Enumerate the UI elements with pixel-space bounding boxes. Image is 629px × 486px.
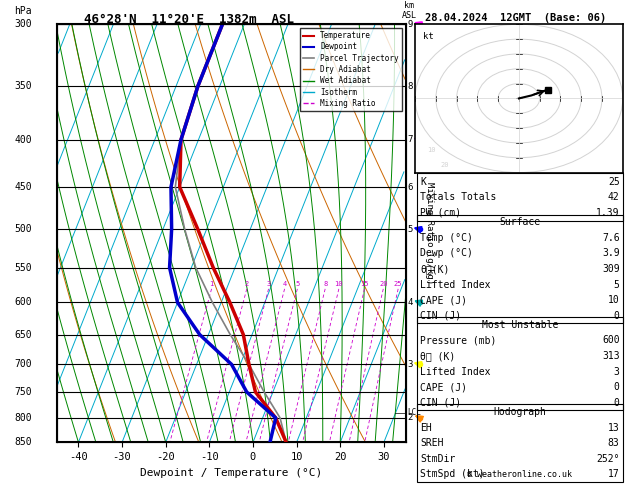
Text: 0: 0 — [614, 382, 620, 392]
Text: 3.9: 3.9 — [602, 248, 620, 259]
Text: CIN (J): CIN (J) — [420, 311, 461, 321]
Text: 800: 800 — [14, 413, 32, 423]
Text: Totals Totals: Totals Totals — [420, 192, 496, 202]
Text: 650: 650 — [14, 330, 32, 340]
Text: 7: 7 — [407, 135, 413, 144]
Text: θᴇ (K): θᴇ (K) — [420, 351, 455, 361]
Text: CAPE (J): CAPE (J) — [420, 382, 467, 392]
Text: 3: 3 — [407, 360, 413, 369]
Text: 1.39: 1.39 — [596, 208, 620, 218]
Text: 8: 8 — [407, 82, 413, 91]
Text: Hodograph: Hodograph — [493, 407, 547, 417]
Text: Lifted Index: Lifted Index — [420, 366, 491, 377]
Text: 4: 4 — [407, 298, 413, 307]
Text: 8: 8 — [323, 281, 327, 287]
Text: 25: 25 — [394, 281, 403, 287]
Text: 42: 42 — [608, 192, 620, 202]
Text: SREH: SREH — [420, 438, 443, 448]
Text: 10: 10 — [428, 147, 436, 153]
Text: LCL: LCL — [407, 408, 421, 417]
Text: 10: 10 — [608, 295, 620, 305]
Text: 20: 20 — [379, 281, 387, 287]
Text: Dewp (°C): Dewp (°C) — [420, 248, 473, 259]
Text: 550: 550 — [14, 262, 32, 273]
Text: 700: 700 — [14, 359, 32, 369]
Text: 15: 15 — [360, 281, 369, 287]
Text: kt: kt — [423, 32, 434, 41]
Text: 500: 500 — [14, 225, 32, 234]
Text: θᴇ(K): θᴇ(K) — [420, 264, 450, 274]
Text: 3: 3 — [267, 281, 270, 287]
Text: Surface: Surface — [499, 217, 540, 227]
Text: 9: 9 — [407, 20, 413, 29]
Text: StmSpd (kt): StmSpd (kt) — [420, 469, 485, 479]
Text: 750: 750 — [14, 387, 32, 397]
Text: 1: 1 — [209, 281, 214, 287]
Legend: Temperature, Dewpoint, Parcel Trajectory, Dry Adiabat, Wet Adiabat, Isotherm, Mi: Temperature, Dewpoint, Parcel Trajectory… — [299, 28, 402, 111]
Text: 17: 17 — [608, 469, 620, 479]
Text: K: K — [420, 177, 426, 187]
Text: 4: 4 — [282, 281, 287, 287]
Text: hPa: hPa — [14, 6, 32, 16]
Text: 0: 0 — [614, 311, 620, 321]
Text: EH: EH — [420, 423, 432, 433]
Text: 252°: 252° — [596, 454, 620, 464]
Text: 5: 5 — [407, 225, 413, 234]
Text: 46°28'N  11°20'E  1382m  ASL: 46°28'N 11°20'E 1382m ASL — [84, 13, 294, 26]
Text: CAPE (J): CAPE (J) — [420, 295, 467, 305]
Text: Most Unstable: Most Unstable — [482, 320, 558, 330]
Text: 5: 5 — [614, 279, 620, 290]
Text: 309: 309 — [602, 264, 620, 274]
Text: 5: 5 — [295, 281, 299, 287]
Text: 28.04.2024  12GMT  (Base: 06): 28.04.2024 12GMT (Base: 06) — [425, 13, 606, 23]
Text: 850: 850 — [14, 437, 32, 447]
Text: 6: 6 — [407, 183, 413, 191]
Text: PW (cm): PW (cm) — [420, 208, 461, 218]
Text: 83: 83 — [608, 438, 620, 448]
Text: 350: 350 — [14, 81, 32, 91]
Text: CIN (J): CIN (J) — [420, 398, 461, 408]
Text: 313: 313 — [602, 351, 620, 361]
Text: 400: 400 — [14, 135, 32, 145]
X-axis label: Dewpoint / Temperature (°C): Dewpoint / Temperature (°C) — [140, 468, 322, 478]
Text: 3: 3 — [614, 366, 620, 377]
Y-axis label: Mixing Ratio (g/kg): Mixing Ratio (g/kg) — [425, 182, 434, 284]
Text: © weatheronline.co.uk: © weatheronline.co.uk — [467, 469, 572, 479]
Text: 10: 10 — [335, 281, 343, 287]
Text: 2: 2 — [407, 414, 413, 422]
Text: 600: 600 — [602, 335, 620, 346]
Text: 25: 25 — [608, 177, 620, 187]
Text: 13: 13 — [608, 423, 620, 433]
Text: 300: 300 — [14, 19, 32, 29]
Text: 0: 0 — [614, 398, 620, 408]
Text: 600: 600 — [14, 297, 32, 308]
Text: 7.6: 7.6 — [602, 233, 620, 243]
Text: 450: 450 — [14, 182, 32, 192]
Text: StmDir: StmDir — [420, 454, 455, 464]
Text: 20: 20 — [440, 162, 448, 168]
Text: 2: 2 — [245, 281, 249, 287]
Text: Lifted Index: Lifted Index — [420, 279, 491, 290]
Text: km
ASL: km ASL — [402, 1, 416, 20]
Text: Pressure (mb): Pressure (mb) — [420, 335, 496, 346]
Text: Temp (°C): Temp (°C) — [420, 233, 473, 243]
